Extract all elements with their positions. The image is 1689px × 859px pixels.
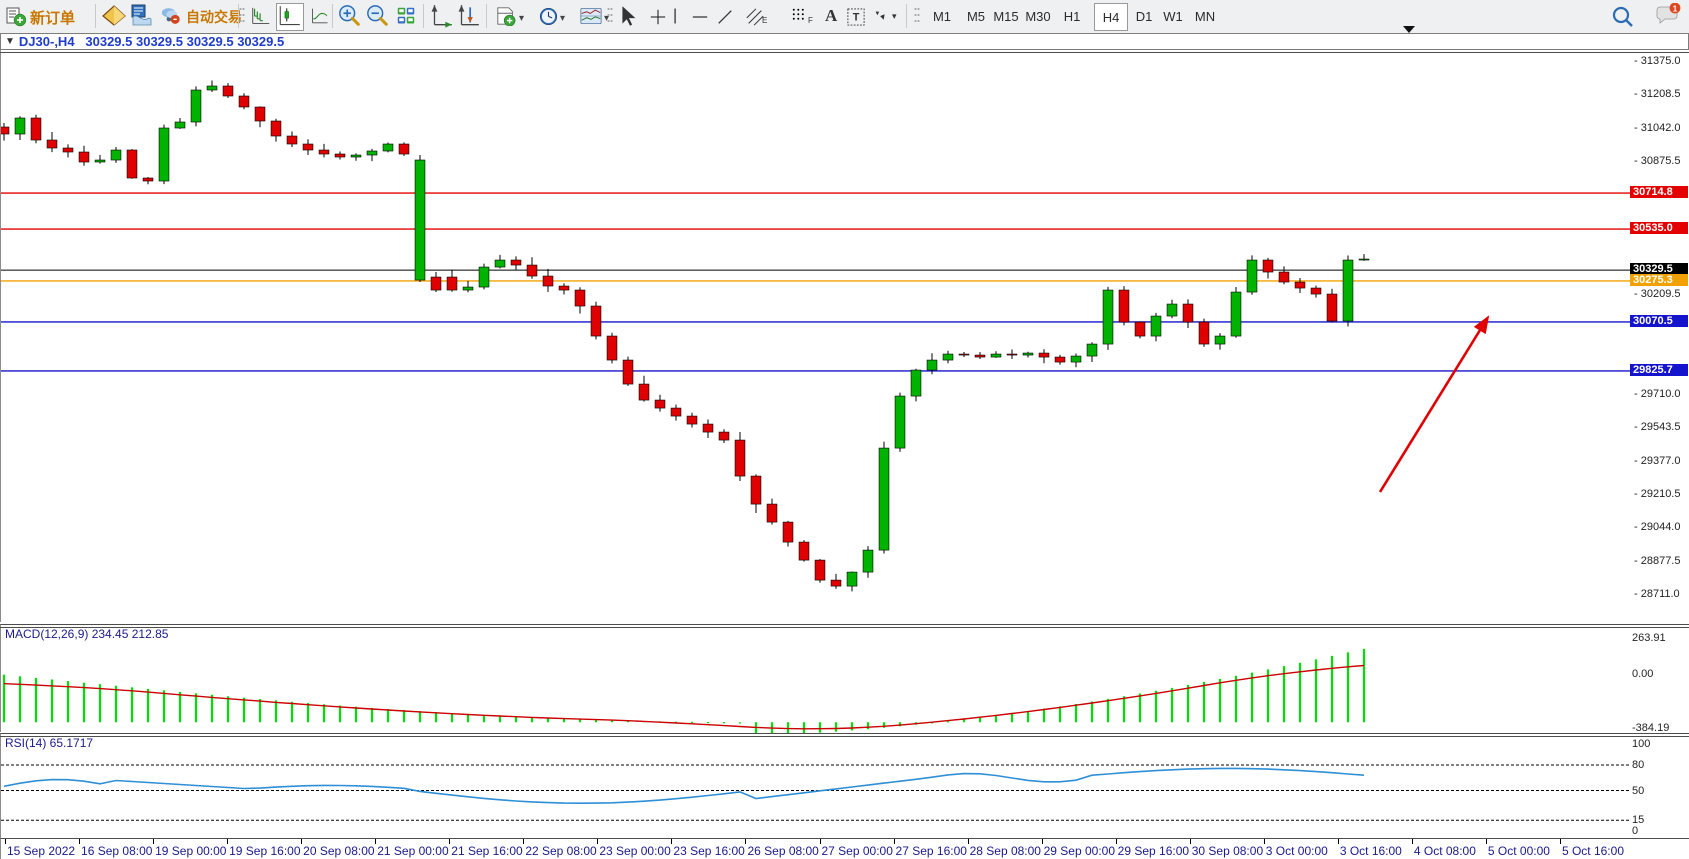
svg-text:1: 1 (1673, 4, 1678, 13)
svg-text:T: T (853, 12, 860, 24)
